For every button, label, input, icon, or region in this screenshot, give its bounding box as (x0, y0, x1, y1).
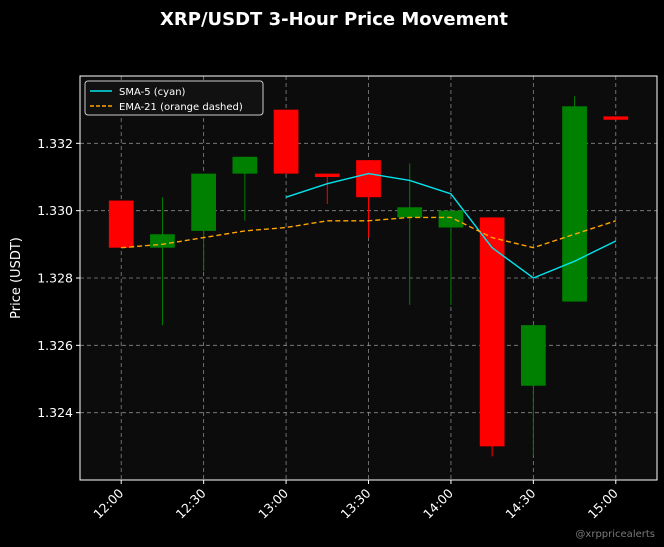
candle-body-up (397, 207, 423, 218)
sma-line (285, 172, 617, 279)
legend-label-sma: SMA-5 (cyan) (119, 87, 186, 98)
y-tick-label: 1.330 (37, 203, 73, 218)
y-axis-label: Price (USDT) (9, 237, 24, 319)
candle-body-up (520, 325, 546, 386)
candle-body-up (438, 210, 464, 228)
chart-title: XRP/USDT 3-Hour Price Movement (160, 9, 508, 30)
y-tick-label: 1.326 (37, 338, 73, 353)
watermark: @xrppricealerts (575, 529, 655, 540)
y-tick-label: 1.324 (37, 405, 73, 420)
y-tick-label: 1.328 (37, 271, 73, 286)
candle-body-down (314, 173, 340, 177)
candle-body-up (232, 156, 258, 174)
candle-body-up (191, 173, 217, 231)
candle-body-down (603, 116, 629, 120)
legend-label-ema: EMA-21 (orange dashed) (119, 102, 243, 113)
legend-box (84, 80, 264, 116)
candle-body-up (562, 106, 587, 302)
candle-body-down (108, 200, 134, 248)
y-axis: 1.324 1.326 1.328 1.330 1.332 (37, 136, 80, 420)
legend: SMA-5 (cyan) EMA-21 (orange dashed) (84, 80, 264, 116)
ema-line (121, 216, 617, 249)
candlesticks (108, 96, 629, 457)
candle-body-down (479, 217, 505, 447)
y-tick-label: 1.332 (37, 136, 73, 151)
candle-body-down (273, 109, 299, 174)
indicator-lines (121, 172, 617, 279)
candle-body-down (356, 160, 381, 198)
